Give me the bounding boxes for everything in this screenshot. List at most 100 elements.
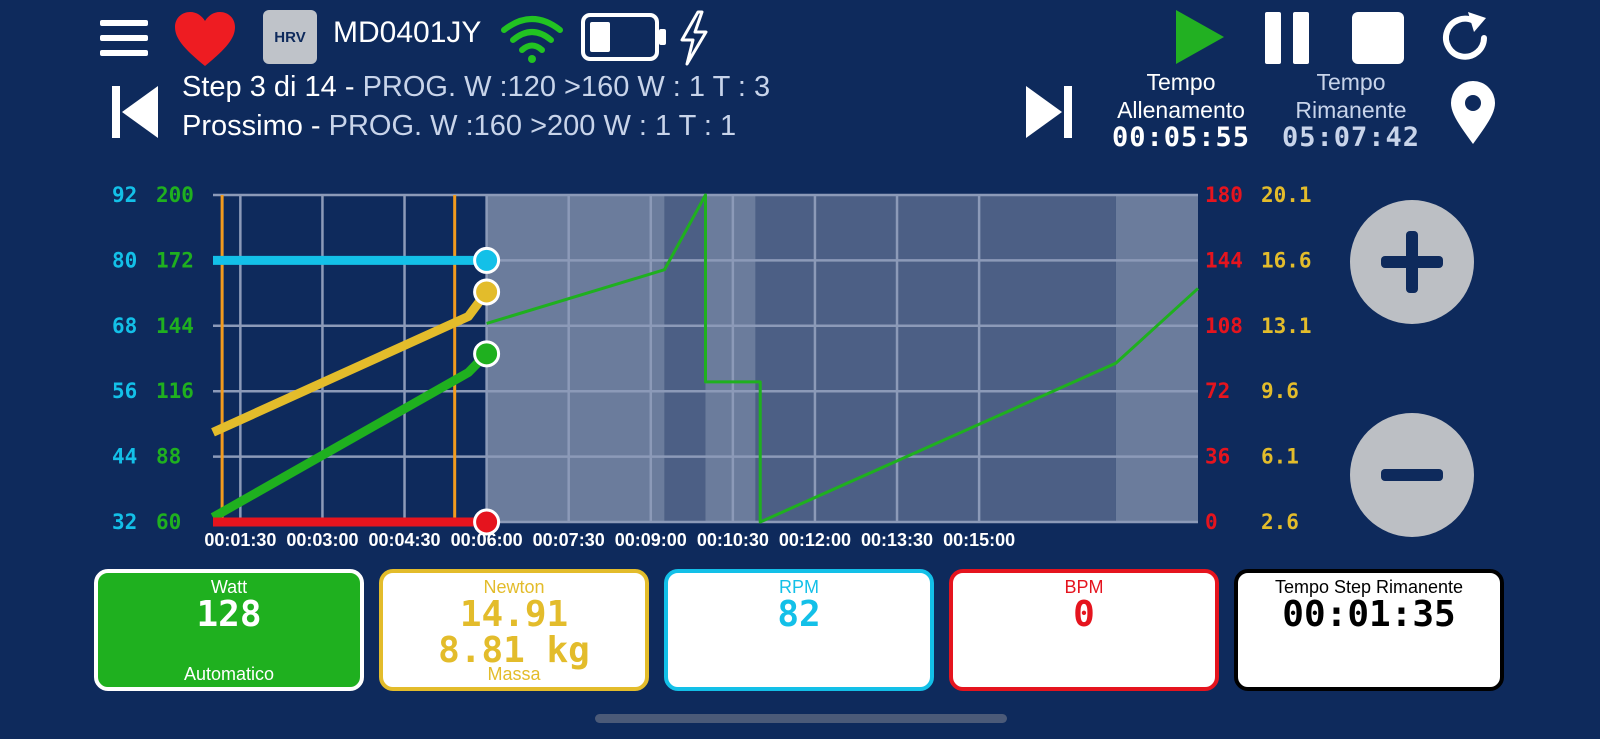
previous-step-button[interactable]: [110, 84, 160, 140]
newton-current-point: [473, 278, 501, 306]
pause-button[interactable]: [1262, 10, 1312, 66]
refresh-button[interactable]: [1438, 10, 1494, 66]
stop-icon: [1352, 12, 1404, 64]
y-tick-label-watt_left: 200: [156, 183, 194, 207]
step-time-value: 00:01:35: [1282, 594, 1456, 635]
remaining-time-value: 05:07:42: [1281, 122, 1421, 153]
heart-icon: [175, 12, 235, 66]
play-icon: [1176, 10, 1224, 64]
watt-value: 128: [196, 594, 262, 635]
refresh-icon: [1443, 12, 1487, 60]
newton-card[interactable]: Newton 14.91 8.81 kg Massa: [379, 569, 649, 691]
remaining-time: Tempo Rimanente 05:07:42: [1268, 68, 1434, 152]
remaining-time-label-1: Tempo: [1316, 69, 1386, 95]
hrv-button[interactable]: HRV: [263, 10, 317, 64]
x-tick-label: 00:09:00: [615, 530, 687, 550]
y-tick-label-rpm_left: 68: [112, 314, 137, 338]
y-tick-label-newton_right: 20.1: [1261, 183, 1312, 207]
skip-forward-icon: [1026, 86, 1072, 138]
step-time-card[interactable]: Tempo Step Rimanente 00:01:35: [1234, 569, 1504, 691]
wifi-icon: [501, 16, 563, 63]
next-step-prefix: Prossimo -: [182, 110, 329, 142]
home-indicator: [595, 714, 1007, 723]
wifi-status: [500, 14, 564, 64]
next-step-detail: PROG. W :160 >200 W : 1 T : 1: [328, 110, 737, 142]
training-time-value: 00:05:55: [1111, 122, 1251, 153]
mass-value: 8.81 kg: [438, 630, 590, 671]
x-tick-label: 00:06:00: [451, 530, 523, 550]
watt-label: Watt: [210, 577, 248, 597]
device-name: MD0401JY: [333, 16, 482, 49]
current-step-prefix: Step 3 di 14 -: [182, 71, 363, 103]
stop-button[interactable]: [1350, 10, 1406, 66]
newton-label: Newton: [483, 577, 545, 597]
charging-status: [676, 10, 710, 66]
x-tick-label: 00:10:30: [697, 530, 769, 550]
step-time-label: Tempo Step Rimanente: [1274, 577, 1464, 597]
y-tick-label-watt_left: 116: [156, 379, 194, 403]
remaining-time-label-2: Rimanente: [1295, 97, 1407, 123]
rpm-current-point: [473, 246, 501, 274]
bpm-label: BPM: [1064, 577, 1104, 597]
next-step-button[interactable]: [1024, 84, 1074, 140]
bpm-value: 0: [1073, 594, 1095, 635]
program-watt-line: [486, 193, 1200, 524]
training-time-label-2: Allenamento: [1117, 97, 1245, 123]
x-tick-label: 00:13:30: [861, 530, 933, 550]
y-tick-label-newton_right: 13.1: [1261, 314, 1312, 338]
watt-line: [210, 350, 490, 522]
training-time-label-1: Tempo: [1146, 69, 1216, 95]
increase-button[interactable]: [1350, 200, 1474, 324]
rpm-value: 82: [777, 594, 821, 635]
hrv-label: HRV: [274, 28, 306, 46]
x-tick-label: 00:04:30: [368, 530, 440, 550]
bpm-card[interactable]: BPM 0: [949, 569, 1219, 691]
watt-card[interactable]: Watt 128 Automatico: [94, 569, 364, 691]
watt-mode: Automatico: [183, 664, 275, 684]
y-tick-label-rpm_left: 32: [112, 510, 137, 534]
rpm-card[interactable]: RPM 82: [664, 569, 934, 691]
y-tick-label-bpm_right: 144: [1205, 248, 1243, 272]
location-button[interactable]: [1448, 80, 1498, 146]
future-band: [486, 195, 665, 522]
current-step-detail: PROG. W :120 >160 W : 1 T : 3: [362, 71, 771, 103]
skip-back-icon: [112, 86, 158, 138]
y-tick-label-bpm_right: 0: [1205, 510, 1218, 534]
y-tick-label-watt_left: 144: [156, 314, 194, 338]
x-tick-label: 00:12:00: [779, 530, 851, 550]
watt-current-point: [473, 340, 501, 368]
pause-icon: [1265, 12, 1309, 64]
x-tick-label: 00:03:00: [286, 530, 358, 550]
future-band: [705, 195, 756, 522]
y-tick-label-watt_left: 60: [156, 510, 181, 534]
battery-icon: [581, 13, 666, 61]
x-tick-label: 00:15:00: [943, 530, 1015, 550]
battery-status: [580, 12, 668, 62]
y-tick-label-rpm_left: 80: [112, 248, 137, 272]
y-tick-label-rpm_left: 92: [112, 183, 137, 207]
training-chart: 00:01:30 00:03:00 00:04:30 00:06:00 00:07:30…: [112, 183, 1312, 550]
y-tick-label-newton_right: 2.6: [1261, 510, 1299, 534]
mass-label: Massa: [487, 664, 541, 684]
plus-icon: [1381, 231, 1443, 293]
y-tick-label-rpm_left: 56: [112, 379, 137, 403]
x-tick-label: 00:01:30: [204, 530, 276, 550]
y-tick-label-rpm_left: 44: [112, 445, 137, 469]
y-tick-label-watt_left: 172: [156, 248, 194, 272]
play-button[interactable]: [1172, 8, 1226, 66]
y-tick-label-bpm_right: 180: [1205, 183, 1243, 207]
future-band: [1115, 195, 1198, 522]
y-tick-label-newton_right: 16.6: [1261, 248, 1312, 272]
y-tick-label-watt_left: 88: [156, 445, 181, 469]
training-time: Tempo Allenamento 00:05:55: [1098, 68, 1264, 152]
heart-rate-button[interactable]: [173, 10, 237, 68]
location-pin-icon: [1451, 81, 1495, 144]
y-tick-label-bpm_right: 72: [1205, 379, 1230, 403]
decrease-button[interactable]: [1350, 413, 1474, 537]
bpm-current-point: [473, 508, 501, 536]
menu-button[interactable]: [98, 18, 150, 58]
menu-icon: [100, 20, 148, 56]
x-tick-label: 00:07:30: [533, 530, 605, 550]
minus-icon: [1381, 469, 1443, 481]
y-tick-label-newton_right: 9.6: [1261, 379, 1299, 403]
